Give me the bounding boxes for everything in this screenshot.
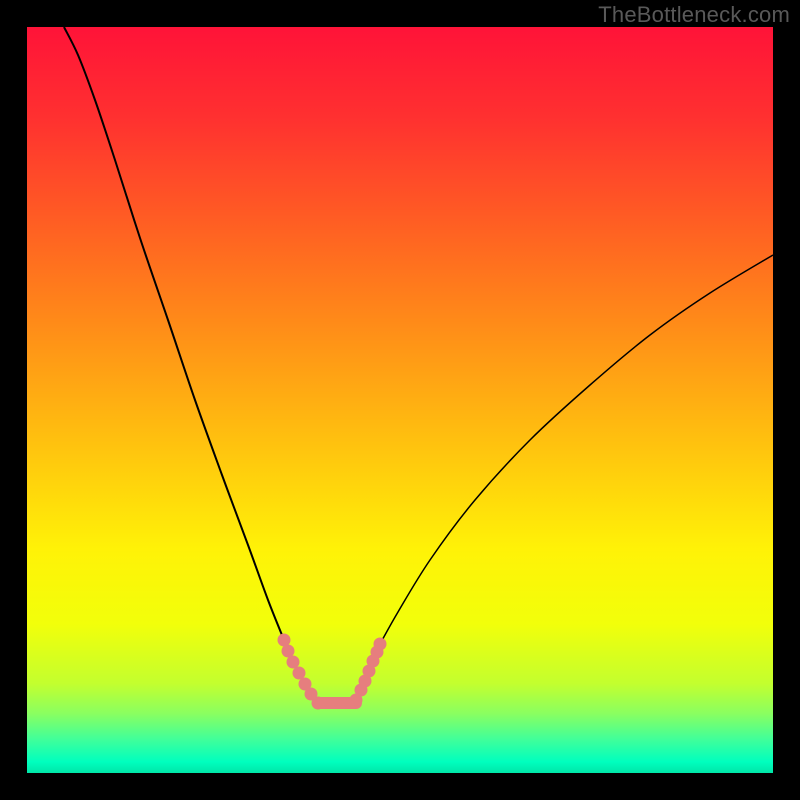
optimal-marker-dot xyxy=(293,667,306,680)
optimal-marker-dot xyxy=(374,638,387,651)
bottleneck-chart: TheBottleneck.com xyxy=(0,0,800,800)
optimal-marker-dot xyxy=(287,656,300,669)
chart-gradient-background xyxy=(27,27,773,773)
chart-svg xyxy=(0,0,800,800)
optimal-marker-dot xyxy=(312,697,325,710)
watermark-text: TheBottleneck.com xyxy=(598,2,790,28)
